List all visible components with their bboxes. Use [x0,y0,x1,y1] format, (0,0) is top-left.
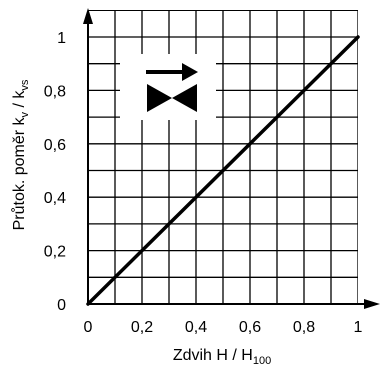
x-tick-label: 0,6 [239,319,261,336]
y-axis-title: Průtok. poměr kv / kvs [10,79,31,230]
x-tick-label: 0,8 [293,319,315,336]
two-way-valve-icon [147,84,197,112]
series-line [86,35,360,306]
flow-direction-arrow-icon [146,63,198,81]
x-axis-arrow-icon [364,299,380,309]
x-tick-label: 0 [84,319,93,336]
y-tick-label: 0,2 [44,244,66,261]
x-tick-label: 0,2 [131,319,153,336]
y-tick-label: 0 [57,297,66,314]
symbol-background [120,54,216,120]
x-tick-label: 1 [354,319,363,336]
y-tick-label: 1 [57,30,66,47]
x-axis-title: Zdvih H / H100 [173,347,271,367]
y-tick-label: 0,8 [44,83,66,100]
series-group [86,35,360,306]
y-tick-label: 0,6 [44,137,66,154]
y-tick-labels: 0 0,2 0,4 0,6 0,8 1 [44,30,66,314]
y-tick-label: 0,4 [44,190,66,207]
x-tick-label: 0,4 [185,319,207,336]
x-tick-labels: 0 0,2 0,4 0,6 0,8 1 [84,319,363,336]
grid [88,10,358,304]
y-axis-arrow-icon [83,8,93,24]
